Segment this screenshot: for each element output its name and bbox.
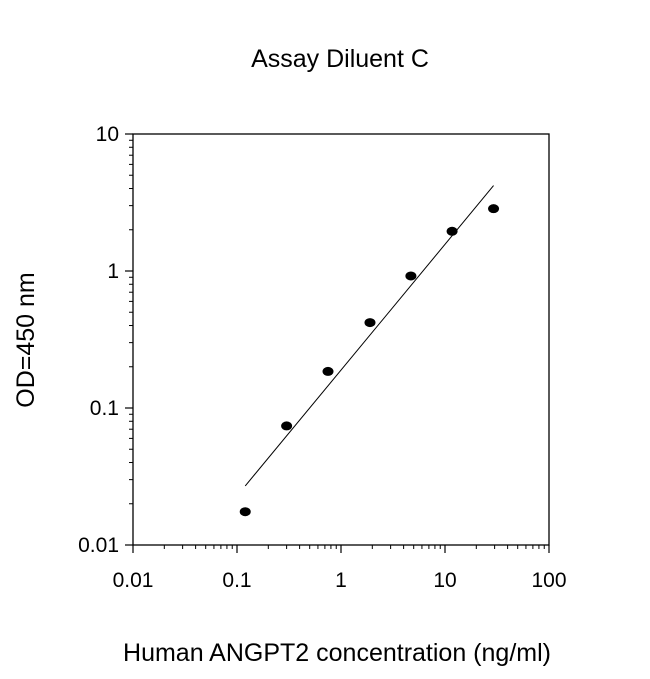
x-tick-label: 100 — [531, 569, 566, 592]
y-tick-label: 10 — [96, 123, 119, 146]
data-point — [364, 318, 376, 328]
y-tick-label: 1 — [107, 260, 119, 283]
plot-frame — [132, 133, 550, 546]
y-axis-ticks: 0.01 0.1 1 10 — [78, 123, 133, 557]
data-point — [281, 421, 293, 431]
y-tick-label: 0.01 — [78, 534, 119, 557]
y-tick-label: 0.1 — [90, 397, 119, 420]
x-tick-label: 10 — [433, 569, 456, 592]
y-axis-label: OD=450 nm — [12, 272, 40, 408]
x-axis-label: Human ANGPT2 concentration (ng/ml) — [123, 639, 551, 667]
x-axis-ticks: 0.01 0.1 1 10 100 — [113, 545, 567, 592]
data-points — [239, 204, 500, 517]
data-point — [239, 507, 251, 517]
x-tick-label: 0.1 — [222, 569, 251, 592]
x-tick-label: 0.01 — [113, 569, 154, 592]
x-tick-label: 1 — [335, 569, 347, 592]
data-point — [405, 271, 417, 281]
chart-title: Assay Diluent C — [251, 45, 429, 73]
data-point — [446, 226, 458, 236]
data-point — [322, 366, 334, 376]
data-point — [488, 204, 500, 214]
